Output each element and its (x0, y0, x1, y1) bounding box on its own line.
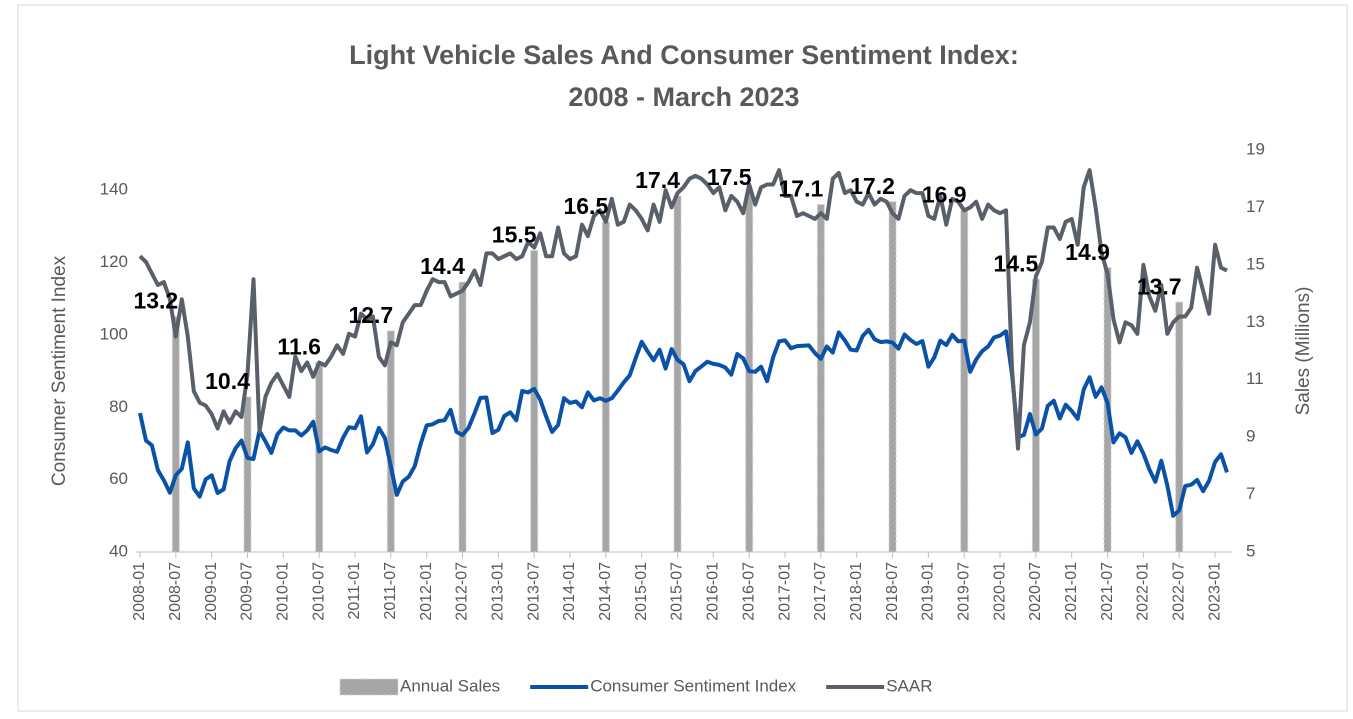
bar (458, 281, 467, 553)
x-tick-label: 2011-07 (382, 562, 399, 620)
x-tick-label: 2012-01 (418, 562, 435, 621)
data-label: 17.5 (707, 164, 752, 190)
legend-label: Consumer Sentiment Index (590, 676, 796, 695)
bar (960, 209, 969, 553)
x-tick-label: 2014-01 (561, 562, 578, 621)
x-tick-label: 2018-07 (884, 562, 901, 621)
x-tick-label: 2021-07 (1099, 562, 1116, 621)
y-tick-label: 60 (109, 469, 128, 488)
x-tick-label: 2020-07 (1027, 562, 1044, 621)
x-tick-label: 2022-01 (1135, 562, 1152, 621)
chart-title: 2008 - March 2023 (568, 82, 799, 112)
bar (1175, 301, 1184, 553)
x-tick-label: 2013-07 (525, 562, 542, 621)
y-tick-label: 120 (100, 252, 128, 271)
y2-axis-label: Sales (Millions) (1293, 287, 1314, 416)
y2-tick-label: 19 (1246, 139, 1265, 158)
data-label: 17.2 (850, 173, 895, 199)
data-label: 13.2 (133, 288, 178, 314)
x-tick-label: 2016-01 (705, 562, 722, 621)
x-tick-label: 2015-07 (669, 562, 686, 621)
x-tick-label: 2013-01 (490, 562, 507, 621)
y2-tick-label: 15 (1246, 254, 1265, 273)
x-tick-label: 2020-01 (991, 562, 1008, 621)
bar (315, 361, 324, 553)
x-tick-label: 2021-01 (1063, 562, 1080, 621)
legend-label: Annual Sales (400, 676, 500, 695)
data-label: 10.4 (205, 368, 250, 394)
y2-tick-label: 13 (1246, 312, 1265, 331)
data-label: 17.1 (778, 176, 823, 202)
x-tick-label: 2010-07 (310, 562, 327, 621)
legend-label: SAAR (886, 676, 932, 695)
y2-tick-label: 5 (1246, 541, 1255, 560)
data-label: 11.6 (277, 334, 321, 360)
data-label: 14.9 (1065, 239, 1110, 265)
x-tick-label: 2016-07 (740, 562, 757, 621)
bar (601, 221, 610, 553)
bar (816, 204, 825, 553)
line-series (138, 327, 1229, 518)
x-tick-label: 2019-01 (920, 562, 937, 621)
data-label: 13.7 (1137, 273, 1182, 299)
y2-tick-label: 9 (1246, 427, 1255, 446)
x-tick-label: 2008-07 (167, 562, 184, 621)
bar (530, 250, 539, 553)
y-tick-label: 100 (100, 324, 128, 343)
y2-tick-label: 11 (1246, 369, 1264, 388)
x-tick-label: 2018-01 (848, 562, 865, 621)
bar (243, 396, 252, 553)
bar (171, 316, 180, 553)
x-tick-label: 2014-07 (597, 562, 614, 621)
x-tick-label: 2019-07 (955, 562, 972, 621)
x-tick-label: 2022-07 (1170, 562, 1187, 621)
data-label: 17.4 (635, 167, 680, 193)
data-label: 16.9 (922, 181, 967, 207)
chart-frame (17, 4, 1348, 712)
chart-title: Light Vehicle Sales And Consumer Sentime… (349, 40, 1019, 70)
x-tick-label: 2010-01 (275, 562, 292, 621)
data-label: 12.7 (348, 302, 393, 328)
x-tick-label: 2017-01 (776, 562, 793, 621)
y-tick-label: 140 (100, 180, 128, 199)
data-label: 15.5 (492, 222, 537, 248)
x-tick-label: 2011-01 (346, 562, 363, 620)
x-tick-label: 2009-07 (239, 562, 256, 621)
y-axis-label: Consumer Sentiment Index (49, 255, 70, 486)
y-tick-label: 40 (109, 541, 128, 560)
bar (888, 201, 897, 553)
data-label: 14.4 (420, 253, 465, 279)
x-tick-label: 2017-07 (812, 562, 829, 621)
x-tick-label: 2012-07 (454, 562, 471, 621)
bar (673, 195, 682, 553)
x-tick-label: 2009-01 (203, 562, 220, 621)
legend-swatch (339, 678, 399, 696)
x-tick-label: 2008-01 (131, 562, 148, 621)
bar (1031, 278, 1040, 553)
x-tick-label: 2015-01 (633, 562, 650, 621)
x-tick-label: 2023-01 (1206, 562, 1223, 621)
y2-tick-label: 17 (1246, 197, 1265, 216)
line-series (138, 168, 1228, 451)
y2-tick-label: 7 (1246, 484, 1255, 503)
y-tick-label: 80 (109, 397, 128, 416)
data-label: 16.5 (563, 193, 608, 219)
data-label: 14.5 (993, 250, 1038, 276)
bar (386, 330, 395, 553)
